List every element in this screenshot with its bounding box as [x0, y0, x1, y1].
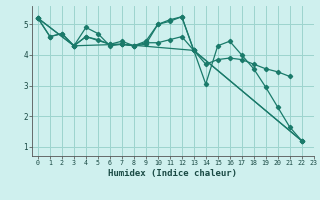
- X-axis label: Humidex (Indice chaleur): Humidex (Indice chaleur): [108, 169, 237, 178]
